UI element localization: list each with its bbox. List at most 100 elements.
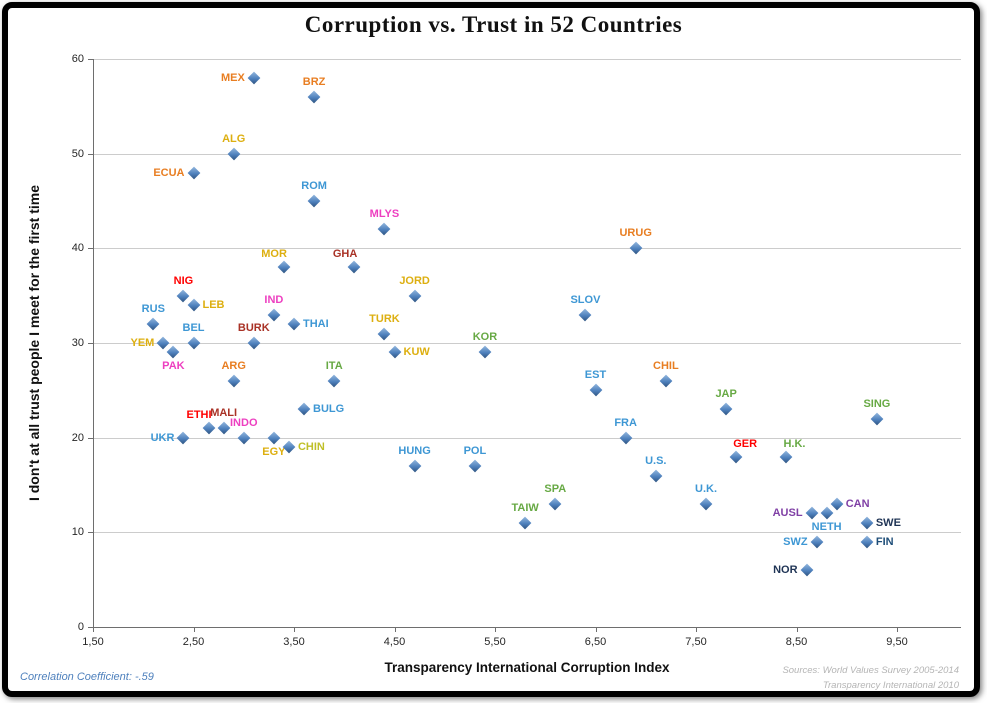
point-label: RUS [141, 303, 165, 316]
x-tick-label: 1,50 [82, 636, 104, 648]
point-label: TURK [369, 312, 400, 325]
point-label: URUG [619, 227, 652, 240]
x-tick-label: 7,50 [685, 636, 707, 648]
data-point [780, 450, 793, 463]
point-label: NIG [173, 274, 194, 287]
point-label: U.K. [695, 482, 718, 495]
gridline [93, 343, 961, 344]
gridline [93, 248, 961, 250]
data-point [378, 327, 391, 340]
gridline [93, 153, 961, 155]
point-label: EGY [262, 445, 286, 458]
point-label: EST [584, 369, 607, 382]
data-point [860, 535, 874, 549]
x-tick-label: 6,50 [584, 636, 607, 648]
point-label: IND [264, 293, 284, 306]
data-point [619, 431, 633, 445]
x-tick-mark [495, 627, 496, 632]
point-label: GHA [332, 248, 358, 261]
gridline [93, 59, 961, 60]
data-point [518, 516, 532, 530]
data-point [202, 421, 215, 435]
x-tick-mark [294, 627, 295, 632]
x-tick-mark [796, 627, 798, 632]
point-label: ALG [222, 132, 246, 145]
x-tick-label: 4,50 [383, 636, 406, 648]
x-tick-mark [696, 627, 697, 632]
y-tick-label: 10 [71, 526, 84, 539]
data-point [649, 469, 663, 482]
data-point [579, 308, 592, 321]
y-tick-mark [88, 248, 93, 250]
x-axis-line [93, 627, 961, 628]
point-label: NOR [773, 564, 798, 577]
y-tick-label: 60 [71, 53, 84, 65]
data-point [227, 147, 241, 161]
x-tick-mark [193, 627, 195, 632]
data-point [146, 317, 160, 331]
x-tick-label: 3,50 [283, 636, 305, 648]
data-point [177, 431, 190, 445]
point-label: CHIN [297, 441, 325, 454]
data-point [217, 421, 231, 435]
data-point [177, 289, 190, 303]
data-point [810, 535, 823, 549]
data-point [307, 194, 321, 208]
point-label: SWE [875, 516, 901, 529]
data-point [729, 450, 743, 463]
y-tick-label: 20 [71, 431, 84, 444]
point-label: INDO [230, 416, 258, 429]
x-tick-label: 8,50 [785, 636, 808, 648]
point-label: MALI [210, 407, 238, 420]
point-label: SPA [544, 482, 567, 495]
point-label: ITA [325, 359, 343, 372]
data-point [820, 507, 834, 520]
y-tick-label: 50 [71, 147, 84, 160]
data-point [287, 317, 301, 331]
point-label: ETHI [186, 409, 212, 422]
point-label: TAIW [511, 501, 539, 514]
point-label: FIN [875, 535, 894, 548]
point-label: UKR [150, 431, 175, 444]
data-point [307, 90, 321, 104]
point-label: THAI [303, 318, 329, 331]
data-point [468, 459, 482, 473]
data-point [167, 346, 180, 359]
y-tick-label: 40 [71, 242, 84, 255]
point-label: CAN [845, 497, 870, 510]
data-point [548, 497, 562, 511]
data-point [699, 497, 713, 511]
data-point [719, 402, 733, 416]
data-point [659, 374, 673, 388]
y-tick-mark [88, 437, 93, 439]
source-line-1: Sources: World Values Survey 2005-2014 [782, 665, 959, 676]
x-tick-label: 5,50 [484, 636, 506, 648]
x-tick-label: 2,50 [182, 636, 205, 648]
point-label: MLYS [369, 208, 400, 221]
point-label: GER [733, 437, 758, 450]
data-point [227, 374, 241, 388]
point-label: BRZ [302, 75, 326, 88]
point-label: ROM [301, 180, 327, 192]
gridline [93, 532, 961, 534]
data-point [347, 260, 361, 274]
correlation-note: Correlation Coefficient: -.59 [20, 671, 154, 683]
point-label: SWZ [783, 535, 808, 548]
x-tick-mark [897, 627, 898, 632]
point-label: JORD [399, 274, 430, 287]
point-label: KOR [472, 331, 498, 344]
point-label: POL [463, 445, 487, 458]
data-point [267, 431, 281, 445]
data-point [187, 298, 200, 312]
y-tick-label: 0 [77, 621, 84, 633]
data-point [237, 431, 251, 445]
point-label: MOR [261, 248, 287, 261]
gridline [93, 437, 961, 439]
point-label: MEX [220, 71, 245, 84]
point-label: CHIL [653, 359, 679, 372]
point-label: YEM [130, 337, 155, 349]
point-label: JAP [715, 388, 737, 401]
